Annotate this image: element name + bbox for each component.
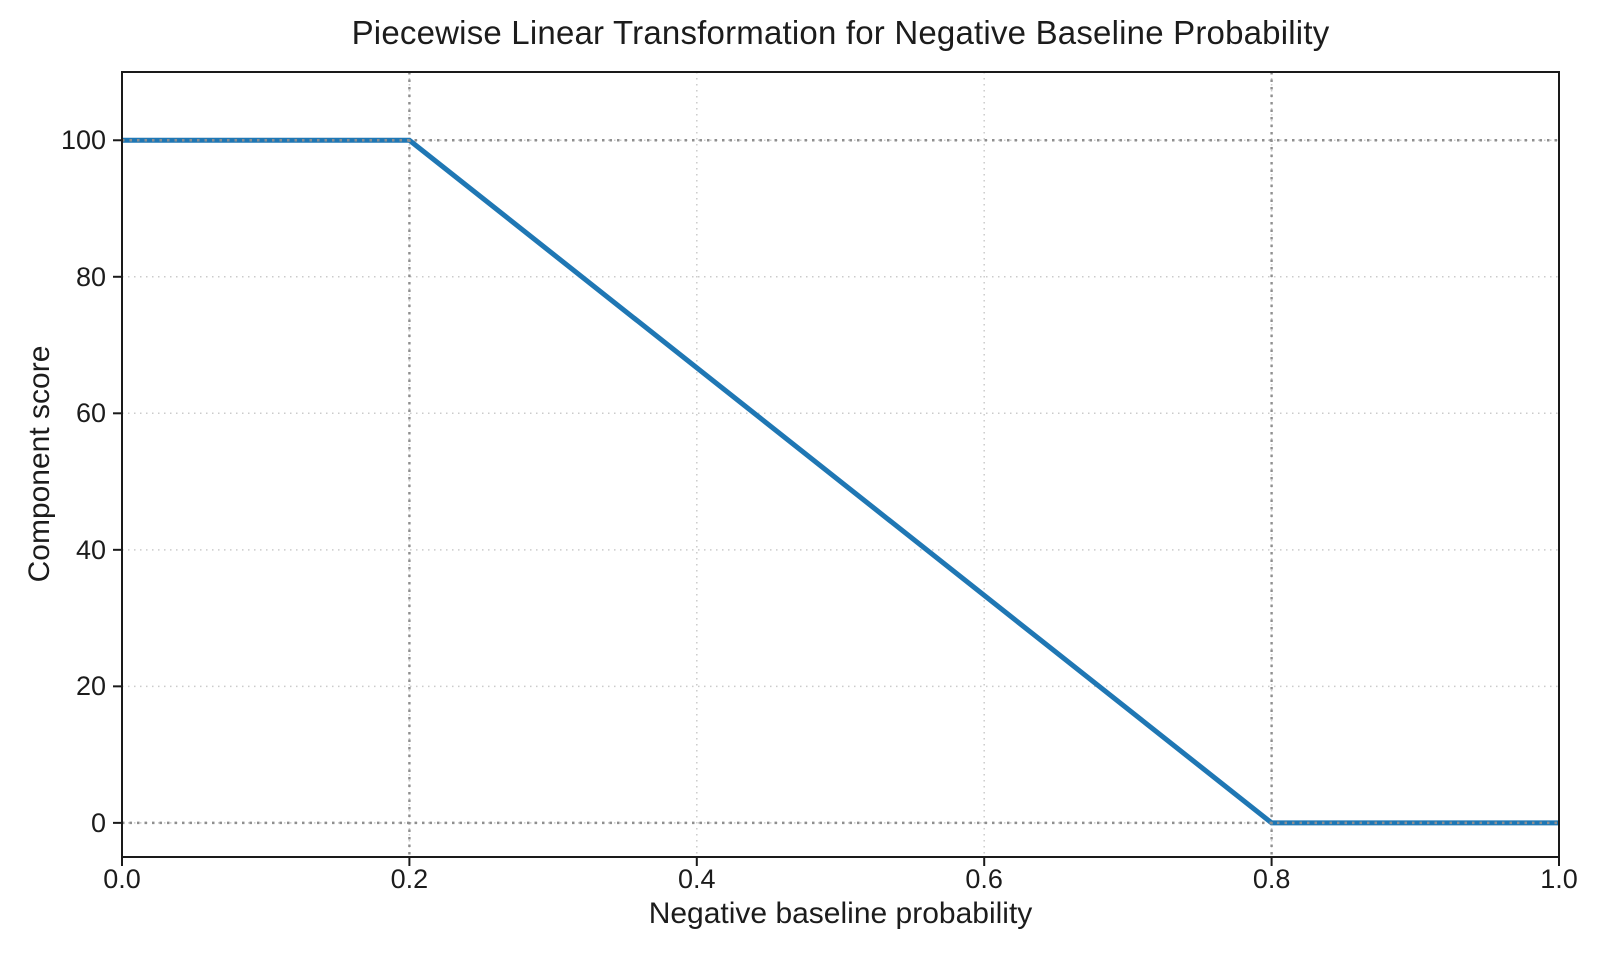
y-tick-label: 60: [75, 398, 106, 429]
x-tick-label: 1.0: [1540, 864, 1578, 894]
y-tick-label: 20: [75, 671, 106, 702]
chart-title: Piecewise Linear Transformation for Nega…: [351, 14, 1330, 51]
y-tick-label: 100: [60, 125, 106, 156]
series-line: [122, 137, 1559, 826]
x-tick-label: 0.2: [390, 864, 429, 894]
axes-border: [121, 71, 1560, 858]
y-tick-label: 0: [90, 807, 106, 838]
x-axis-label: Negative baseline probability: [648, 897, 1033, 930]
x-tick-label: 0.6: [965, 864, 1003, 894]
x-tick-label: 0.4: [678, 864, 716, 894]
x-tick-label: 0.0: [103, 864, 141, 894]
x-tick-label: 0.8: [1252, 864, 1291, 894]
y-tick-label: 40: [75, 534, 106, 565]
y-tick-label: 80: [75, 261, 106, 292]
